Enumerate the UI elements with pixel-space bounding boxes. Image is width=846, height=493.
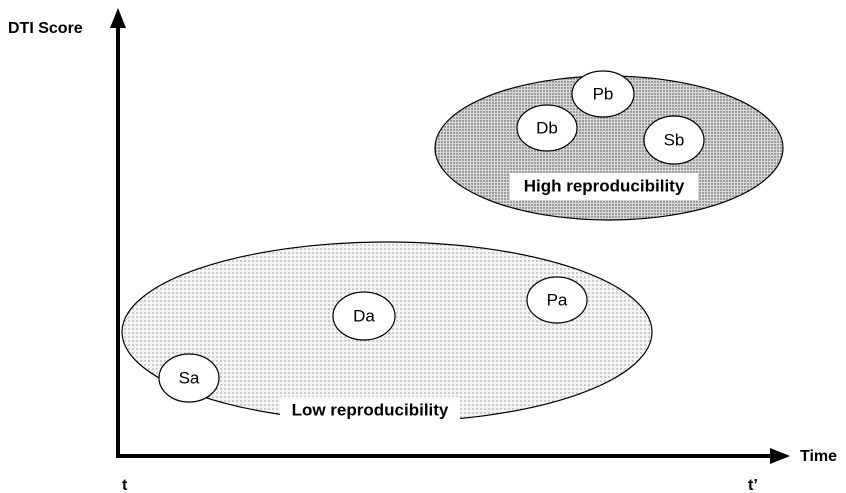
group-label: Low reproducibility [292, 400, 449, 419]
x-axis-label: Time [800, 448, 837, 465]
node: Da [332, 291, 396, 341]
node: Db [516, 104, 578, 152]
x-axis-arrow [770, 448, 790, 464]
node: Pb [571, 70, 635, 118]
node-shape [526, 276, 588, 324]
group-label: High reproducibility [524, 176, 685, 195]
y-axis-arrow [110, 8, 126, 28]
node-label: Pb [593, 84, 614, 103]
node: Pa [526, 276, 588, 324]
node-label: Da [353, 306, 375, 325]
node-label: Pa [547, 290, 568, 309]
node: Sb [643, 115, 705, 165]
label-box [510, 173, 698, 200]
node: Sa [158, 353, 220, 403]
x-start-label: t [122, 477, 128, 493]
node-shape [332, 291, 396, 341]
node-label: Db [536, 118, 558, 137]
label-box [280, 397, 460, 423]
x-end-label: t’ [748, 477, 758, 493]
node-shape [571, 70, 635, 118]
node-shape [158, 353, 220, 403]
node-label: Sa [179, 368, 200, 387]
node-label: Sb [664, 130, 685, 149]
node-shape [516, 104, 578, 152]
node-shape [643, 115, 705, 165]
y-axis-label: DTI Score [8, 20, 83, 37]
